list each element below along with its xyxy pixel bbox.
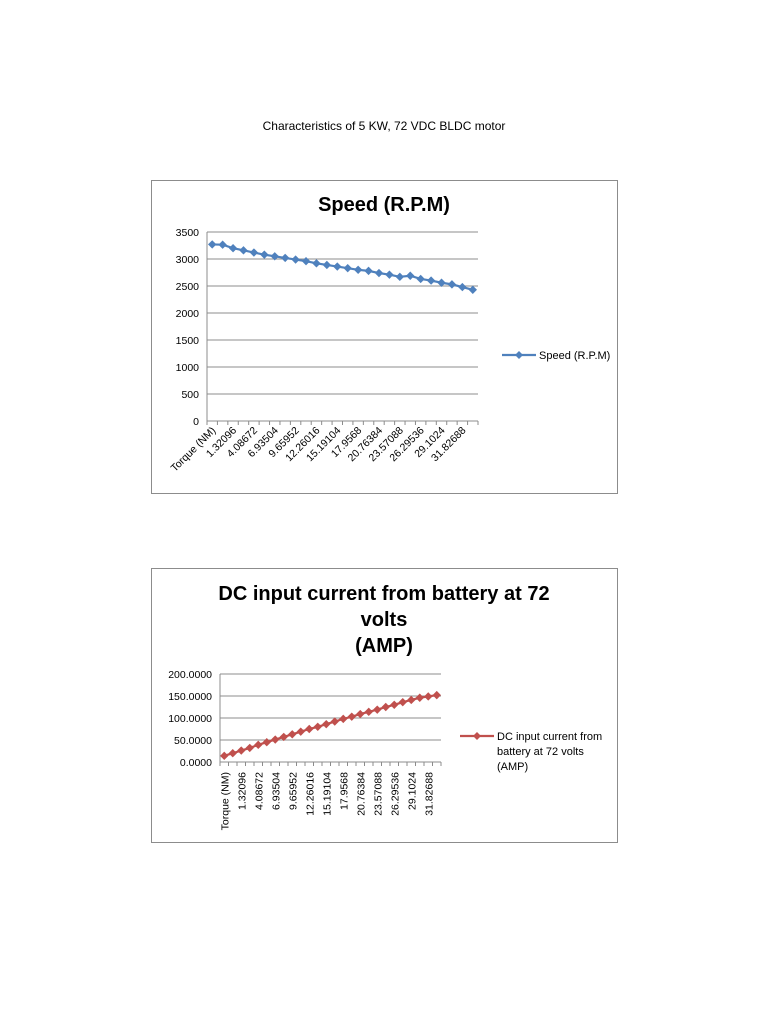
speed-chart-plot: Speed (R.P.M) 0 500 1000 1500 2000 2500 3000 350… <box>169 194 611 474</box>
chart-title: (AMP) <box>355 635 413 657</box>
x-tick-label: 20.76384 <box>355 772 367 816</box>
chart-title: DC input current from battery at 72 <box>218 583 549 605</box>
data-point-marker <box>237 746 246 755</box>
data-point-marker <box>301 256 311 266</box>
data-point-marker <box>458 282 467 292</box>
x-tick-label: 9.65952 <box>287 772 299 810</box>
data-point-marker <box>415 693 424 702</box>
x-tick-label: 29.1024 <box>406 772 418 810</box>
data-point-marker <box>406 271 415 280</box>
data-point-marker <box>330 717 339 726</box>
y-tick-label: 1500 <box>176 335 200 347</box>
data-point-marker <box>347 712 356 721</box>
y-tick-label: 2000 <box>176 308 200 320</box>
x-tick-label: 23.57088 <box>372 772 384 816</box>
data-point-marker <box>424 692 433 701</box>
legend-diamond-icon <box>515 351 523 359</box>
data-point-marker <box>291 255 300 264</box>
y-tick-label: 1000 <box>176 362 200 374</box>
y-tick-label: 3000 <box>176 254 200 266</box>
data-point-marker <box>407 695 416 705</box>
dc-current-chart-plot: DC input current from battery at 72 volts… <box>168 583 602 830</box>
y-tick-label: 3500 <box>176 227 200 239</box>
y-tick-label: 0 <box>193 416 199 428</box>
legend-label: (AMP) <box>497 761 528 773</box>
data-point-marker <box>228 749 237 758</box>
data-point-marker <box>356 709 365 719</box>
data-point-marker <box>432 690 441 700</box>
data-point-marker <box>353 265 363 274</box>
data-point-marker <box>220 751 229 761</box>
document-title: Characteristics of 5 KW, 72 VDC BLDC mot… <box>262 119 506 133</box>
y-tick-label: 200.0000 <box>168 669 212 681</box>
data-point-marker <box>245 743 254 753</box>
data-point-marker <box>343 263 352 273</box>
dc-current-chart: DC input current from battery at 72 volts… <box>151 568 618 843</box>
x-tick-label: Torque (NM) <box>219 772 231 830</box>
legend-label: battery at 72 volts <box>497 746 584 758</box>
data-point-marker <box>426 276 436 285</box>
data-point-marker <box>239 246 248 255</box>
data-point-marker <box>333 262 342 271</box>
data-point-marker <box>364 707 373 717</box>
y-tick-label: 500 <box>181 389 199 401</box>
data-point-marker <box>260 250 269 259</box>
data-point-marker <box>280 253 290 263</box>
data-point-marker <box>249 248 259 257</box>
data-point-marker <box>218 240 227 249</box>
data-point-marker <box>312 259 321 268</box>
data-point-marker <box>385 270 394 279</box>
data-point-marker <box>270 252 279 261</box>
x-tick-label: 6.93504 <box>270 772 282 810</box>
legend-diamond-icon <box>473 732 481 740</box>
x-tick-label: 1.32096 <box>236 772 248 810</box>
data-point-marker <box>228 244 238 253</box>
data-point-marker <box>468 285 477 294</box>
x-tick-label: 12.26016 <box>304 772 316 816</box>
chart-title: Speed (R.P.M) <box>318 194 450 216</box>
x-tick-label: 4.08672 <box>253 772 265 810</box>
data-point-marker <box>313 722 322 731</box>
data-point-marker <box>271 735 280 744</box>
data-point-marker <box>390 700 399 709</box>
data-point-marker <box>305 724 314 734</box>
data-point-marker <box>339 714 348 724</box>
y-tick-label: 100.0000 <box>168 713 212 725</box>
data-point-marker <box>381 702 390 712</box>
x-tick-label: 15.19104 <box>321 772 333 816</box>
data-point-marker <box>322 260 332 270</box>
chart-title: volts <box>361 609 408 631</box>
x-tick-label: 31.82688 <box>423 772 435 816</box>
data-point-marker <box>416 274 425 284</box>
x-tick-label: 17.9568 <box>338 772 350 810</box>
legend-label: DC input current from <box>497 731 602 743</box>
data-point-marker <box>262 738 271 747</box>
data-point-marker <box>288 730 297 739</box>
y-tick-label: 50.0000 <box>174 735 212 747</box>
data-point-marker <box>296 727 305 736</box>
x-tick-label: 26.29536 <box>389 772 401 816</box>
data-point-marker <box>254 740 263 750</box>
y-tick-label: 150.0000 <box>168 691 212 703</box>
data-point-marker <box>437 278 446 287</box>
data-point-marker <box>374 268 384 278</box>
y-tick-label: 2500 <box>176 281 200 293</box>
data-point-marker <box>322 719 331 729</box>
speed-chart: Speed (R.P.M) 0 500 1000 1500 2000 2500 3000 350… <box>151 180 618 494</box>
data-point-marker <box>364 266 373 276</box>
data-point-marker <box>373 705 382 714</box>
data-point-marker <box>398 697 407 707</box>
legend-label: Speed (R.P.M) <box>539 350 610 362</box>
data-point-marker <box>395 272 405 282</box>
y-tick-label: 0.0000 <box>180 757 212 769</box>
data-point-marker <box>447 280 457 289</box>
data-point-marker <box>208 240 217 249</box>
